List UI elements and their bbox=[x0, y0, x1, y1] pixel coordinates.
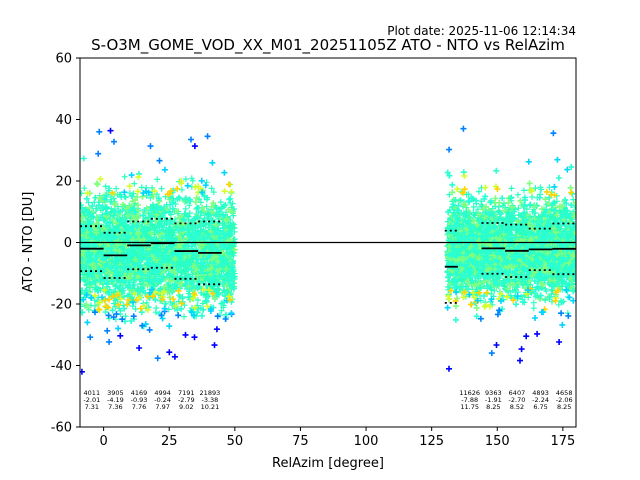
chart-title: S-O3M_GOME_VOD_XX_M01_20251105Z ATO - NT… bbox=[91, 36, 565, 55]
bin-n-label-5: 21893 bbox=[200, 389, 221, 397]
x-tick-label-6: 150 bbox=[485, 434, 510, 449]
bin-mean-label-9: -1.91 bbox=[485, 396, 502, 404]
x-tick-label-4: 100 bbox=[354, 434, 379, 449]
bin-n-label-10: 11626 bbox=[459, 389, 480, 397]
y-tick-label-1: -40 bbox=[51, 359, 72, 374]
group-high-azimuth-points-6 bbox=[446, 330, 563, 372]
group-high-azimuth-points-4 bbox=[444, 156, 576, 328]
bin-n-label-3: 4994 bbox=[154, 389, 171, 397]
bin-mean-label-5: -3.38 bbox=[201, 396, 218, 404]
x-tick-label-1: 25 bbox=[161, 434, 178, 449]
bin-mean-label-7: -2.06 bbox=[556, 396, 573, 404]
bin-n-label-4: 7191 bbox=[178, 389, 195, 397]
y-axis-label: ATO - NTO [DU] bbox=[21, 192, 36, 293]
plot-date: Plot date: 2025-11-06 12:14:34 bbox=[387, 24, 576, 38]
y-tick-label-0: -60 bbox=[51, 421, 72, 436]
bin-std-label-4: 9.02 bbox=[179, 403, 193, 411]
bin-std-label-5: 10.21 bbox=[201, 403, 220, 411]
y-tick-label-2: -20 bbox=[51, 298, 72, 313]
y-tick-label-5: 40 bbox=[55, 113, 72, 128]
y-tick-label-6: 60 bbox=[55, 52, 72, 67]
group-low-azimuth-points-6 bbox=[95, 181, 233, 313]
bin-mean-label-0: -2.01 bbox=[83, 396, 100, 404]
bin-std-label-8: 8.52 bbox=[510, 403, 524, 411]
bin-n-label-9: 9363 bbox=[485, 389, 502, 397]
bin-n-label-8: 6407 bbox=[509, 389, 526, 397]
bin-std-label-6: 6.75 bbox=[533, 403, 547, 411]
bin-mean-label-3: -0.24 bbox=[154, 396, 171, 404]
x-tick-label-7: 175 bbox=[550, 434, 575, 449]
bin-std-label-7: 8.25 bbox=[557, 403, 571, 411]
group-high-azimuth-points-3 bbox=[447, 186, 575, 313]
bin-n-label-0: 4011 bbox=[84, 389, 101, 397]
x-tick-label-2: 50 bbox=[227, 434, 244, 449]
bin-std-label-2: 7.76 bbox=[132, 403, 146, 411]
x-axis-label: RelAzim [degree] bbox=[272, 456, 384, 471]
group-high-azimuth-points-5 bbox=[446, 125, 572, 357]
group-low-azimuth-points-3 bbox=[84, 174, 235, 314]
bin-n-label-1: 3905 bbox=[107, 389, 124, 397]
bin-std-label-1: 7.36 bbox=[108, 403, 122, 411]
x-tick-label-3: 75 bbox=[292, 434, 309, 449]
y-tick-label-4: 20 bbox=[55, 175, 72, 190]
bin-mean-label-6: -2.24 bbox=[532, 396, 549, 404]
bin-std-label-9: 8.25 bbox=[486, 403, 500, 411]
group-low-azimuth bbox=[80, 127, 238, 375]
x-axis-ticks: 0 25 50 75 100 125 150 175 bbox=[99, 427, 575, 449]
bin-n-label-2: 4169 bbox=[131, 389, 148, 397]
bin-statistics: 4011-2.017.31 3905-4.197.36 4169-0.937.76 4… bbox=[80, 217, 576, 411]
group-high-azimuth bbox=[444, 125, 576, 372]
bin-mean-label-1: -4.19 bbox=[107, 396, 124, 404]
bin-n-label-6: 4893 bbox=[532, 389, 549, 397]
bin-std-label-3: 7.97 bbox=[155, 403, 169, 411]
bin-mean-label-4: -2.79 bbox=[178, 396, 195, 404]
group-low-azimuth-points-5 bbox=[80, 127, 220, 375]
bin-std-label-10: 11.75 bbox=[460, 403, 479, 411]
x-tick-label-5: 125 bbox=[419, 434, 444, 449]
y-tick-label-3: 0 bbox=[64, 236, 72, 251]
bin-mean-label-2: -0.93 bbox=[131, 396, 148, 404]
bin-n-label-7: 4658 bbox=[556, 389, 573, 397]
bin-std-label-0: 7.31 bbox=[85, 403, 99, 411]
bin-mean-label-10: -7.88 bbox=[461, 396, 478, 404]
bin-mean-label-8: -2.70 bbox=[509, 396, 526, 404]
y-axis-ticks: -60 -40 -20 0 20 40 60 bbox=[51, 52, 80, 436]
x-tick-label-0: 0 bbox=[99, 434, 107, 449]
scatter-points bbox=[80, 125, 576, 375]
